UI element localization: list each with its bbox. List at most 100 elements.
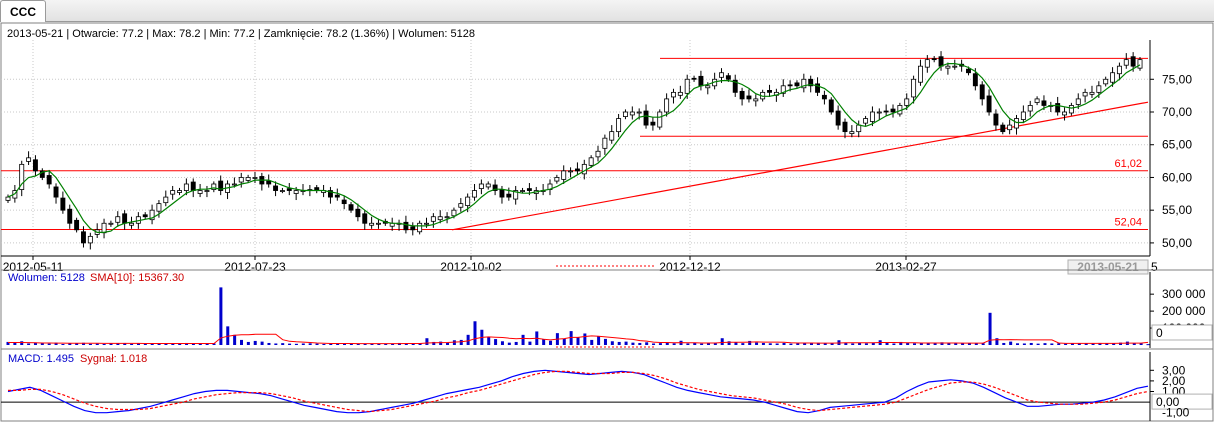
candle-body	[1130, 56, 1136, 67]
volume-bar	[830, 343, 834, 345]
volume-bar	[658, 343, 662, 345]
volume-bar	[267, 342, 271, 345]
volume-bar	[384, 343, 388, 345]
candle-body	[1014, 118, 1019, 129]
candle-body	[616, 118, 622, 133]
candle-body	[568, 170, 574, 173]
candle-body	[403, 221, 409, 231]
candle-body	[60, 197, 66, 211]
tab-bar: CCC	[0, 0, 1214, 22]
volume-bar	[13, 342, 17, 345]
x-tick-label: 2012-12-12	[659, 260, 721, 274]
volume-bar	[727, 341, 731, 345]
volume-bar	[20, 341, 24, 345]
volume-bar	[549, 340, 553, 345]
candle-body	[1068, 105, 1074, 114]
volume-bar	[823, 343, 827, 345]
volume-bar	[576, 337, 580, 345]
volume-bar	[1112, 343, 1116, 345]
volume-sma-line	[8, 333, 1149, 345]
volume-bar	[617, 341, 621, 345]
candle-body	[177, 190, 182, 193]
candle-body	[821, 94, 827, 100]
volume-bar	[68, 343, 72, 345]
volume-bar	[514, 341, 518, 345]
candle-body	[705, 85, 711, 89]
volume-bar	[816, 342, 820, 345]
volume-bar	[315, 343, 319, 345]
volume-bar	[933, 343, 937, 345]
volume-bar	[940, 342, 944, 345]
candle-body	[1089, 91, 1095, 95]
candle-body	[129, 222, 134, 226]
x-tick-label: 2012-10-02	[440, 260, 502, 274]
volume-bar	[377, 343, 381, 345]
candle-body	[506, 193, 512, 198]
volume-zero-box	[1151, 324, 1213, 341]
candle-body	[972, 73, 978, 87]
volume-bar	[1070, 343, 1074, 345]
last-date-label: 2013-05-21	[1077, 260, 1139, 274]
candle-body	[1007, 124, 1013, 131]
volume-bar	[974, 343, 978, 345]
candle-body	[698, 75, 704, 87]
volume-bar	[1029, 342, 1033, 345]
candle-body	[417, 222, 423, 233]
volume-bar	[631, 342, 635, 345]
volume-bar	[913, 343, 917, 345]
candle-body	[1027, 105, 1033, 112]
y-tick-label: 50,00	[1162, 236, 1192, 250]
volume-bar	[33, 342, 37, 345]
volume-bar	[198, 343, 202, 345]
candle-body	[725, 75, 731, 80]
volume-bar	[171, 343, 175, 345]
macd-y-tick-label: -1,00	[1162, 406, 1190, 420]
volume-bar	[212, 343, 216, 345]
volume-bar	[411, 343, 415, 345]
volume-bar	[391, 343, 395, 345]
candle-body	[739, 90, 745, 100]
volume-bar	[473, 321, 477, 345]
volume-bar	[356, 343, 360, 345]
volume-bar	[638, 342, 642, 345]
volume-bar	[981, 343, 985, 345]
tab-ccc[interactable]: CCC	[0, 0, 46, 22]
candle-body	[746, 95, 752, 100]
volume-bar	[809, 343, 813, 345]
candle-body	[883, 110, 889, 113]
candle-body	[499, 189, 505, 198]
candle-body	[1096, 85, 1102, 93]
candle-body	[122, 213, 128, 224]
volume-bar	[75, 343, 79, 345]
candle-body	[26, 157, 32, 162]
y-tick-label: 55,00	[1162, 203, 1192, 217]
candle-body	[1034, 98, 1040, 103]
chart-area: 2012-05-11 2012-07-23 2012-10-02 2012-12-12…	[0, 22, 1214, 422]
volume-bar	[803, 343, 807, 345]
candle-body	[911, 78, 917, 98]
volume-bar	[54, 342, 58, 345]
volume-bar	[700, 343, 704, 345]
volume-bar	[281, 343, 285, 345]
candle-body	[492, 184, 498, 191]
signal-legend: Sygnał: 1.018	[80, 353, 147, 365]
candle-body	[622, 111, 628, 117]
volume-bar	[1132, 343, 1136, 345]
candle-body	[266, 180, 272, 185]
volume-bar	[205, 343, 209, 345]
candle-body	[218, 180, 224, 191]
volume-bar	[178, 343, 182, 345]
candle-body	[376, 222, 381, 225]
volume-y-tick-label: 200 000	[1162, 304, 1206, 318]
candle-body	[101, 222, 107, 234]
candle-body	[794, 82, 800, 87]
level-label: 52,04	[1114, 217, 1142, 229]
candle-body	[938, 56, 944, 67]
volume-bar	[1016, 343, 1020, 345]
candle-body	[53, 186, 59, 198]
macd-line	[7, 369, 1149, 414]
candle-body	[869, 111, 875, 122]
volume-sma-legend: SMA[10]: 15367.30	[90, 272, 184, 284]
volume-bar	[123, 342, 127, 345]
volume-bar	[109, 343, 113, 345]
